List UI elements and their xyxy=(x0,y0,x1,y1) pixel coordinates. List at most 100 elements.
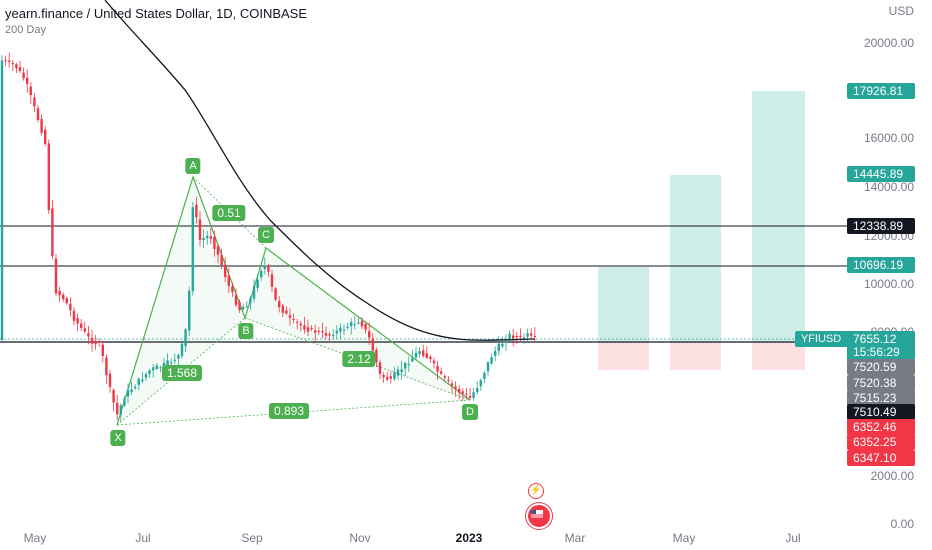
price-tick: 10000.00 xyxy=(863,277,914,291)
candle-body xyxy=(108,373,112,388)
ratio-label-xd[interactable]: 0.893 xyxy=(268,403,310,419)
pattern-point-d[interactable]: D xyxy=(462,404,478,420)
candle-body xyxy=(436,366,439,372)
candle-body xyxy=(472,392,475,398)
moving-average-200 xyxy=(104,0,536,341)
candle-body xyxy=(231,286,234,293)
candle-body xyxy=(260,270,263,278)
candle-body xyxy=(51,208,54,257)
candle-body xyxy=(119,405,122,415)
flag-icon[interactable] xyxy=(526,503,552,529)
candle-body xyxy=(400,369,403,372)
candle-body xyxy=(195,204,198,218)
stop-zone-red-3 xyxy=(752,343,805,370)
candle-body xyxy=(263,265,266,269)
candle-body xyxy=(501,343,504,347)
candle-body xyxy=(44,129,47,144)
candle-body xyxy=(512,335,515,339)
candle-body xyxy=(288,315,292,318)
time-label: May xyxy=(23,531,47,545)
symbol-tag[interactable]: YFIUSD xyxy=(795,331,847,347)
candle-body xyxy=(450,383,454,386)
candle-body xyxy=(404,362,407,369)
candle-body xyxy=(378,362,382,374)
target-zone-green-2 xyxy=(670,175,721,343)
candle-body xyxy=(112,390,115,403)
candle-body xyxy=(465,393,468,395)
candle-body xyxy=(292,318,295,320)
candle-body xyxy=(256,279,259,288)
candle-body xyxy=(368,331,371,338)
currency-label: USD xyxy=(888,4,914,18)
candle-body xyxy=(40,119,43,133)
pattern-point-a[interactable]: A xyxy=(185,158,201,174)
ratio-label-xc[interactable]: 1.568 xyxy=(161,365,203,381)
candle-body xyxy=(47,143,50,211)
candle-body xyxy=(177,355,180,359)
candle-body xyxy=(173,359,176,361)
candle-body xyxy=(72,310,76,321)
candle-body xyxy=(321,331,324,333)
candle-body xyxy=(213,237,216,249)
candle-body xyxy=(494,350,497,356)
price-tag: 10696.19 xyxy=(847,257,915,273)
candlesticks xyxy=(0,52,536,422)
ratio-label-ab[interactable]: 0.51 xyxy=(212,205,246,221)
candle-body xyxy=(11,63,14,65)
lightning-icon[interactable]: ⚡ xyxy=(528,483,544,499)
countdown-tag: 15:56:29 xyxy=(847,344,915,360)
pattern-point-c[interactable]: C xyxy=(258,227,274,243)
candle-body xyxy=(440,371,443,374)
candle-body xyxy=(526,333,529,337)
candle-body xyxy=(94,341,97,345)
candle-body xyxy=(29,86,32,96)
candle-body xyxy=(54,258,58,294)
candle-body xyxy=(191,207,194,292)
time-label: Jul xyxy=(135,531,151,545)
candle-body xyxy=(281,305,284,313)
price-tag: 7520.38 xyxy=(847,375,915,391)
candle-body xyxy=(249,298,252,304)
candle-body xyxy=(411,358,414,362)
candle-body xyxy=(245,305,248,307)
candle-body xyxy=(123,398,126,406)
candle-body xyxy=(58,291,61,296)
candle-body xyxy=(198,219,202,240)
candle-body xyxy=(504,341,508,343)
candle-body xyxy=(425,353,428,358)
pattern-point-b[interactable]: B xyxy=(238,323,254,339)
candle-body xyxy=(414,352,418,358)
candle-body xyxy=(105,357,108,376)
time-label: May xyxy=(672,531,696,545)
pattern-point-x[interactable]: X xyxy=(110,430,126,446)
candle-body xyxy=(360,320,364,327)
candle-body xyxy=(339,327,342,332)
candle-body xyxy=(0,60,4,340)
candle-body xyxy=(418,351,421,354)
candle-body xyxy=(155,365,158,369)
candle-body xyxy=(533,336,536,337)
time-label: Mar xyxy=(564,531,586,545)
candle-body xyxy=(206,235,209,239)
candle-body xyxy=(483,372,486,379)
price-tag: 17926.81 xyxy=(847,83,915,99)
candle-body xyxy=(461,391,464,394)
ratio-label-bd[interactable]: 2.12 xyxy=(342,351,376,367)
candle-body xyxy=(22,72,25,79)
time-label: Nov xyxy=(349,531,371,545)
candle-body xyxy=(83,328,86,332)
candle-body xyxy=(432,360,436,364)
price-tick: 14000.00 xyxy=(863,180,914,194)
candle-body xyxy=(162,362,166,367)
candle-body xyxy=(447,379,450,382)
target-zone-green-1 xyxy=(598,267,649,343)
target-zones xyxy=(598,91,805,370)
candle-body xyxy=(141,379,144,382)
candle-body xyxy=(65,298,68,304)
candle-body xyxy=(238,302,241,311)
price-tick: 2000.00 xyxy=(870,469,914,483)
candle-body xyxy=(342,329,346,331)
stop-zone-red-1 xyxy=(598,343,649,370)
candle-body xyxy=(26,77,29,84)
